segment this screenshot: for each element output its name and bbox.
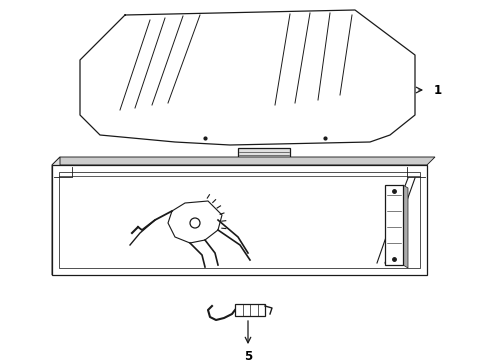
Circle shape	[190, 218, 200, 228]
Bar	[238, 148, 290, 162]
Text: 2: 2	[260, 194, 268, 207]
Text: 4: 4	[144, 206, 152, 219]
Bar	[235, 304, 265, 316]
Polygon shape	[52, 157, 60, 275]
Text: 3: 3	[352, 175, 360, 189]
Text: 1: 1	[434, 84, 442, 96]
Polygon shape	[80, 10, 415, 145]
Polygon shape	[403, 185, 408, 268]
Polygon shape	[168, 201, 222, 243]
Polygon shape	[52, 157, 435, 165]
Bar	[59, 172, 420, 268]
Text: 5: 5	[244, 351, 252, 360]
Bar	[52, 165, 427, 275]
Bar	[385, 185, 403, 265]
